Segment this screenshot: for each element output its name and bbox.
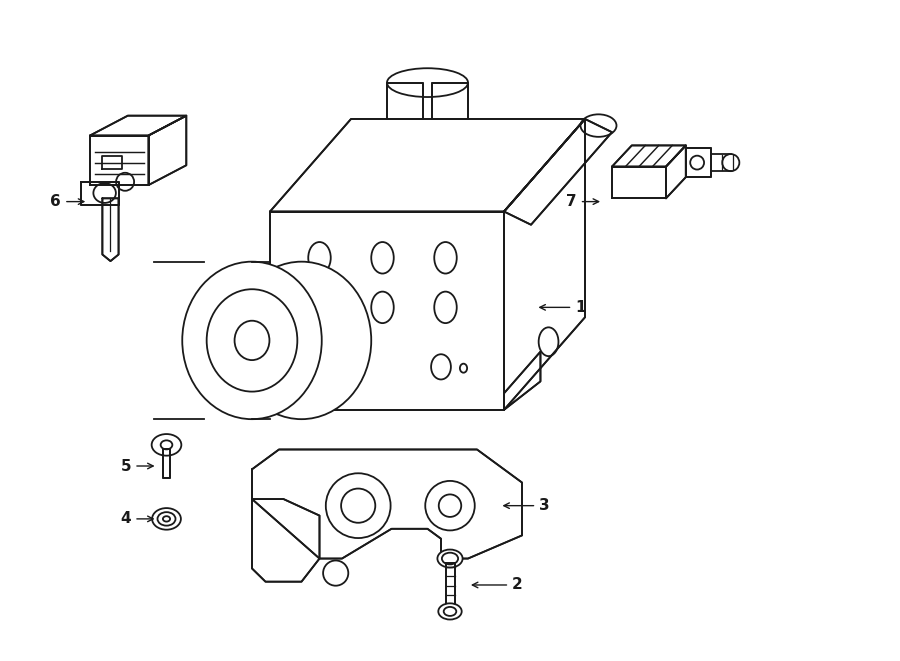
Text: 1: 1 [540, 300, 586, 315]
Polygon shape [148, 116, 186, 185]
Ellipse shape [438, 603, 462, 619]
Polygon shape [90, 116, 186, 136]
Ellipse shape [151, 434, 182, 455]
Text: 3: 3 [504, 498, 550, 513]
Text: 5: 5 [121, 459, 153, 473]
Polygon shape [270, 119, 585, 212]
Polygon shape [686, 148, 711, 177]
Polygon shape [504, 119, 585, 410]
Ellipse shape [437, 549, 463, 568]
Polygon shape [612, 167, 666, 198]
Polygon shape [163, 449, 170, 478]
Polygon shape [90, 136, 148, 185]
Polygon shape [252, 449, 522, 559]
Polygon shape [504, 119, 612, 225]
Ellipse shape [182, 262, 322, 419]
Polygon shape [446, 563, 454, 608]
Polygon shape [504, 352, 540, 410]
Ellipse shape [231, 262, 371, 419]
Polygon shape [81, 182, 119, 205]
Polygon shape [103, 198, 119, 261]
Polygon shape [102, 156, 122, 169]
Polygon shape [252, 499, 320, 582]
Text: 4: 4 [121, 512, 153, 526]
Polygon shape [666, 145, 686, 198]
Text: 6: 6 [50, 194, 84, 209]
Polygon shape [432, 83, 468, 119]
Ellipse shape [723, 154, 740, 171]
Polygon shape [270, 212, 504, 410]
Ellipse shape [152, 508, 181, 529]
Text: 2: 2 [472, 578, 523, 592]
Text: 7: 7 [566, 194, 598, 209]
Polygon shape [612, 145, 686, 167]
Polygon shape [387, 83, 423, 119]
